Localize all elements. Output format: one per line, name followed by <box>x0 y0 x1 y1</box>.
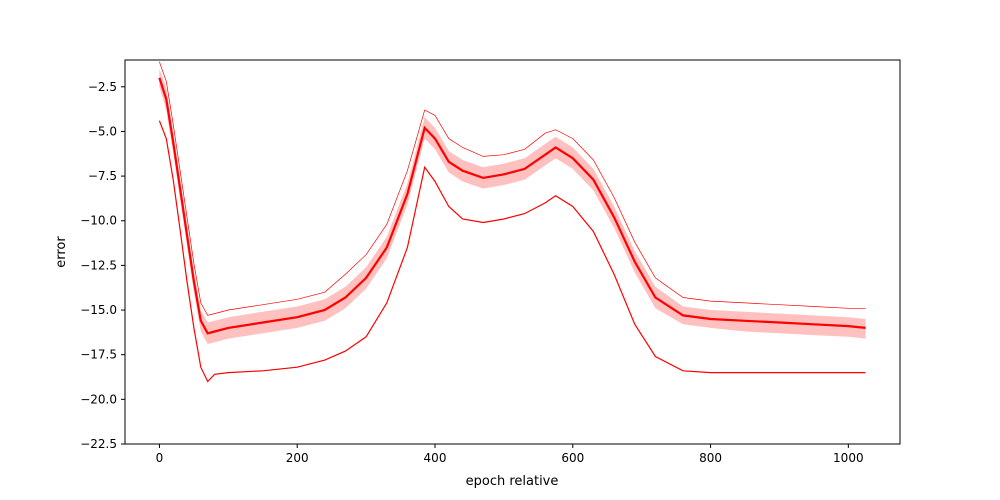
min-line <box>158 120 866 383</box>
plot-area <box>158 61 866 383</box>
y-tick-label: −12.5 <box>80 258 117 272</box>
x-tick-label: 600 <box>561 451 584 465</box>
y-tick-label: −5.0 <box>88 124 117 138</box>
y-tick-label: −10.0 <box>80 214 117 228</box>
y-tick-label: −2.5 <box>88 80 117 94</box>
axes-frame <box>124 59 901 445</box>
y-axis-label: error <box>54 236 69 268</box>
y-tick-label: −20.0 <box>80 392 117 406</box>
x-tick-label: 1000 <box>833 451 864 465</box>
x-tick-label: 800 <box>699 451 722 465</box>
std-band <box>159 68 866 345</box>
x-tick-label: 400 <box>424 451 447 465</box>
y-tick-label: −22.5 <box>80 437 117 451</box>
x-axis: 0 200 400 600 800 1000 <box>156 444 864 465</box>
y-axis: −22.5 −20.0 −17.5 −15.0 −12.5 −10.0 −7.5 −5.0 −2… <box>80 80 125 451</box>
y-tick-label: −7.5 <box>88 169 117 183</box>
mean-line <box>158 77 866 335</box>
x-tick-label: 200 <box>286 451 309 465</box>
max-line <box>159 61 866 316</box>
x-tick-label: 0 <box>156 451 164 465</box>
y-tick-label: −17.5 <box>80 348 117 362</box>
x-axis-label: epoch relative <box>466 474 559 489</box>
y-tick-label: −15.0 <box>80 303 117 317</box>
